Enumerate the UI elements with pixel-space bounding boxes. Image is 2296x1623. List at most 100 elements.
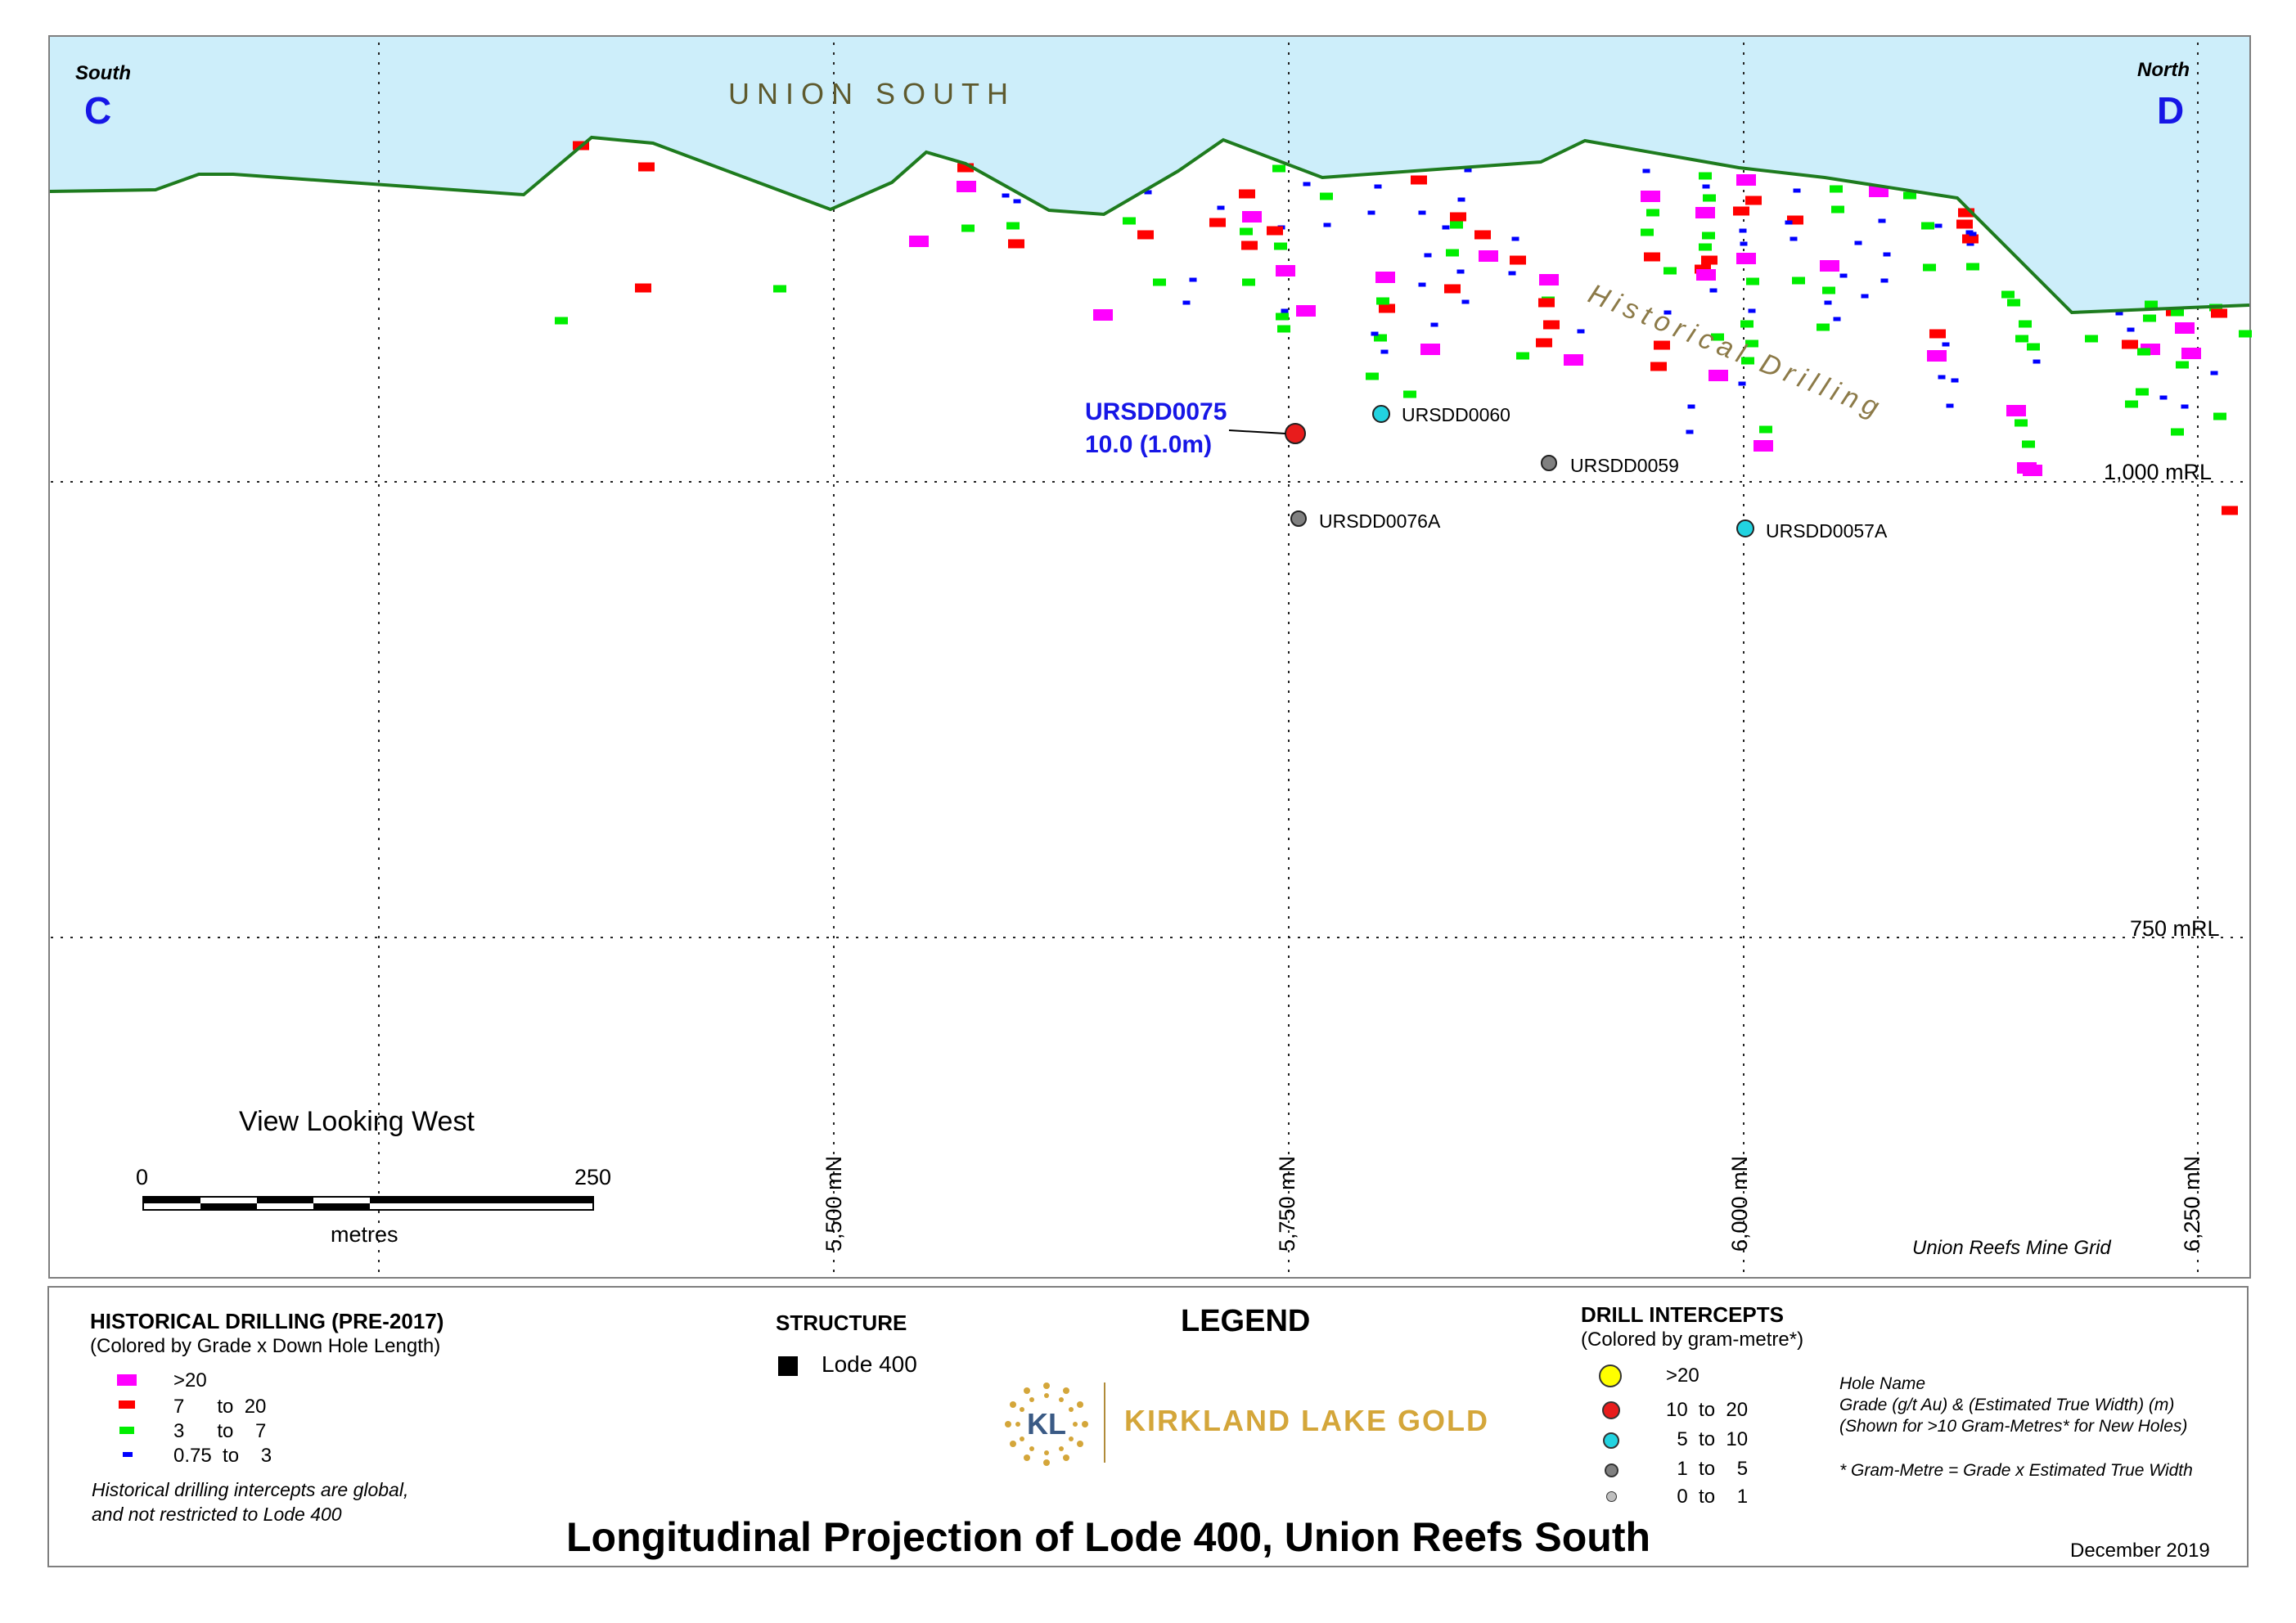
historical-intercept-mark — [1951, 378, 1959, 383]
company-logo: KL — [1002, 1379, 1092, 1469]
historical-intercept-mark — [1739, 228, 1747, 233]
historical-intercept-mark — [1446, 249, 1459, 257]
historical-intercept-mark — [1942, 342, 1950, 347]
historical-intercept-mark — [1696, 269, 1716, 281]
historical-intercept-mark — [1376, 297, 1389, 305]
historical-intercept-mark — [1450, 212, 1466, 222]
date-label: December 2019 — [2070, 1540, 2210, 1562]
historical-intercept-mark — [1536, 338, 1552, 348]
historical-intercept-mark — [1820, 260, 1839, 272]
intercept-swatch-yellow — [1599, 1364, 1622, 1387]
historical-intercept-mark — [1538, 298, 1555, 308]
intercept-swatch-cyan — [1603, 1432, 1619, 1449]
historical-intercept-mark — [1703, 194, 1716, 202]
main-title: Longitudinal Projection of Lode 400, Uni… — [566, 1514, 1651, 1560]
historical-intercept-mark — [1741, 357, 1754, 365]
historical-intercept-mark — [1242, 211, 1262, 223]
historical-intercept-mark — [909, 236, 929, 247]
historical-intercept-mark — [1745, 339, 1758, 348]
intercepts-legend-subtitle: (Colored by gram-metre*) — [1581, 1329, 1804, 1351]
historical-intercept-mark — [1479, 250, 1498, 262]
intercept-note-1: Hole Name — [1839, 1374, 1926, 1393]
historical-intercept-mark — [635, 283, 651, 293]
historical-intercept-mark — [1754, 440, 1773, 452]
historical-intercept-mark — [1792, 276, 1805, 285]
historical-intercept-mark — [1137, 230, 1154, 240]
historical-intercept-mark — [1474, 230, 1491, 240]
scale-unit-label: metres — [331, 1222, 398, 1247]
historical-intercept-mark — [1189, 277, 1197, 282]
historical-intercept-mark — [1740, 320, 1754, 328]
historical-intercept-mark — [2125, 400, 2138, 408]
historical-intercept-mark — [2033, 359, 2041, 364]
historical-intercept-mark — [2137, 348, 2150, 356]
legend-hist-label-4: 0.75 to 3 — [173, 1445, 272, 1467]
hole-label-ursdd0076a: URSDD0076A — [1319, 510, 1441, 532]
legend-panel — [47, 1286, 2249, 1567]
historical-intercept-mark — [1241, 241, 1258, 250]
historical-intercept-mark — [2085, 335, 2098, 343]
legend-swatch-magenta — [117, 1374, 137, 1386]
historical-intercept-mark — [1008, 239, 1024, 249]
historical-intercept-mark — [1702, 232, 1715, 240]
intercept-swatch-red — [1602, 1401, 1620, 1419]
historical-intercept-mark — [1380, 349, 1389, 354]
historical-intercept-mark — [1946, 403, 1954, 408]
lode-400-swatch — [778, 1356, 798, 1376]
historical-intercept-mark — [1543, 320, 1560, 330]
historical-intercept-mark — [2175, 322, 2195, 334]
historical-intercept-mark — [1740, 241, 1748, 246]
historical-intercept-mark — [1323, 223, 1331, 227]
historical-intercept-mark — [1701, 255, 1717, 265]
logo-sunburst-icon — [1005, 1382, 1088, 1466]
historical-intercept-mark — [1641, 228, 1654, 236]
historical-intercept-mark — [1420, 344, 1440, 355]
intercept-note-3: (Shown for >10 Gram-Metres* for New Hole… — [1839, 1417, 2188, 1436]
historical-intercept-mark — [1695, 207, 1715, 218]
historical-intercept-mark — [957, 163, 974, 173]
historical-intercept-mark — [1240, 227, 1253, 236]
historical-intercept-mark — [1748, 308, 1756, 313]
historical-intercept-mark — [1418, 282, 1426, 287]
historical-intercept-mark — [1296, 305, 1316, 317]
new-hole-marker-ursdd0060 — [1372, 405, 1390, 423]
rl-label-1000: 1,000 mRL — [2104, 460, 2213, 484]
historical-intercept-mark — [1733, 206, 1749, 216]
historical-intercept-mark — [1790, 236, 1798, 241]
historical-intercept-mark — [1242, 278, 1255, 286]
historical-intercept-mark — [1921, 222, 1934, 230]
historical-intercept-mark — [773, 285, 786, 293]
scale-min-label: 0 — [136, 1165, 149, 1189]
intercept-label-3: 5 to 10 — [1666, 1428, 1749, 1450]
northing-label-6250: 6,250 mN — [2180, 1155, 2204, 1252]
new-hole-marker-ursdd0076a — [1290, 510, 1307, 527]
historical-intercept-mark — [1539, 274, 1559, 285]
historical-intercept-mark — [2019, 320, 2032, 328]
historical-note-1: Historical drilling intercepts are globa… — [92, 1479, 409, 1500]
historical-intercept-mark — [2213, 412, 2226, 420]
historical-intercept-mark — [1830, 185, 1843, 193]
historical-intercept-mark — [1281, 308, 1289, 313]
historical-intercept-mark — [1303, 182, 1311, 187]
surface-profile — [49, 135, 2250, 315]
historical-intercept-mark — [1686, 429, 1694, 434]
historical-intercept-mark — [1511, 236, 1519, 241]
historical-intercept-mark — [1002, 193, 1010, 198]
legend-hist-label-2: 7 to 20 — [173, 1396, 267, 1418]
historical-intercept-mark — [2007, 299, 2020, 307]
historical-intercept-mark — [1375, 272, 1395, 283]
historical-intercept-mark — [1646, 209, 1659, 217]
highlight-leader-line — [1228, 429, 1286, 434]
hole-label-ursdd0057a: URSDD0057A — [1766, 520, 1888, 542]
intercept-label-5: 0 to 1 — [1666, 1486, 1749, 1508]
historical-intercept-mark — [1663, 267, 1677, 275]
historical-intercept-mark — [1411, 175, 1427, 185]
historical-intercept-mark — [1366, 372, 1379, 380]
historical-intercept-mark — [1013, 199, 1021, 204]
historical-intercepts — [555, 141, 2252, 515]
historical-intercept-mark — [638, 162, 655, 172]
historical-intercept-mark — [1418, 210, 1426, 215]
historical-intercept-mark — [1861, 294, 1869, 299]
historical-intercept-mark — [1817, 323, 1830, 331]
historical-intercept-mark — [1738, 381, 1746, 386]
